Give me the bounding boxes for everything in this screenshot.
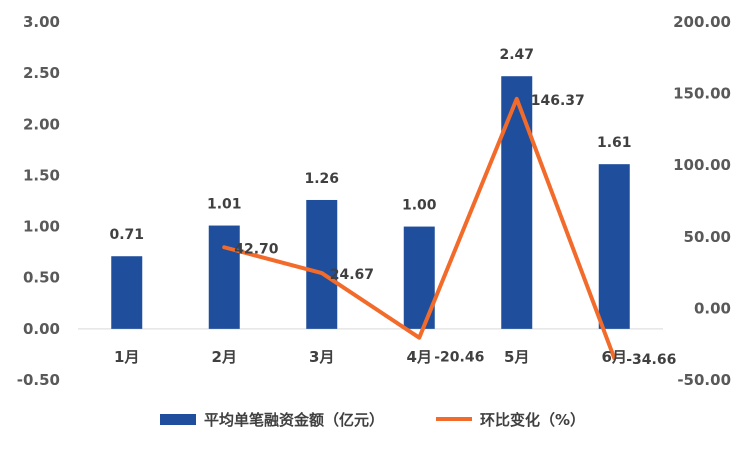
right-tick-label: -50.00 [677, 371, 731, 389]
line-data-labels: 42.70 24.67 -20.46 146.37 -34.66 [234, 93, 676, 368]
line-series [222, 96, 617, 361]
bar-data-label: 1.00 [402, 198, 437, 214]
bar-series [111, 76, 630, 329]
left-tick-label: 1.00 [23, 218, 60, 236]
left-tick-label: 1.50 [23, 166, 60, 184]
left-tick-label: 2.00 [23, 115, 60, 133]
right-tick-label: 100.00 [673, 156, 731, 174]
bar-data-label: 0.71 [109, 227, 144, 243]
legend-bar-label: 平均单笔融资金额（亿元） [204, 411, 384, 429]
x-axis-ticks: 1月 2月 3月 4月 5月 6月 [114, 348, 627, 366]
legend-bar-swatch [160, 414, 196, 425]
bar [111, 256, 143, 329]
left-tick-label: -0.50 [17, 371, 60, 389]
bar-data-label: 2.47 [499, 47, 534, 63]
line-data-label: 24.67 [330, 267, 374, 283]
bar [598, 164, 630, 329]
right-tick-label: 50.00 [684, 228, 731, 246]
bar-data-label: 1.01 [207, 197, 242, 213]
x-tick-label: 4月 [407, 348, 432, 366]
line-path [222, 96, 617, 361]
left-tick-label: 0.50 [23, 269, 60, 287]
left-tick-label: 2.50 [23, 64, 60, 82]
left-tick-label: 3.00 [23, 13, 60, 31]
bar-data-label: 1.61 [597, 135, 632, 151]
right-tick-label: 200.00 [673, 13, 731, 31]
right-axis-ticks: 200.00 150.00 100.00 50.00 0.00 -50.00 [673, 13, 731, 389]
bar [306, 199, 338, 329]
line-data-label: -34.66 [626, 352, 676, 368]
bar-data-label: 1.26 [304, 171, 339, 187]
legend: 平均单笔融资金额（亿元） 环比变化（%） [160, 411, 585, 429]
bar [501, 76, 533, 329]
x-tick-label: 5月 [504, 348, 529, 366]
x-tick-label: 6月 [602, 348, 627, 366]
right-tick-label: 150.00 [673, 85, 731, 103]
x-tick-label: 2月 [212, 348, 237, 366]
x-tick-label: 3月 [309, 348, 334, 366]
x-tick-label: 1月 [114, 348, 139, 366]
line-data-label: 42.70 [234, 241, 279, 257]
left-tick-label: 0.00 [23, 320, 60, 338]
line-data-label: -20.46 [434, 350, 484, 366]
left-axis-ticks: 3.00 2.50 2.00 1.50 1.00 0.50 0.00 -0.50 [17, 13, 60, 389]
bar-data-labels: 0.71 1.01 1.26 1.00 2.47 1.61 [109, 47, 631, 243]
line-data-label: 146.37 [531, 93, 585, 109]
right-tick-label: 0.00 [694, 299, 731, 317]
legend-line-label: 环比变化（%） [480, 411, 585, 429]
bar [208, 225, 240, 329]
